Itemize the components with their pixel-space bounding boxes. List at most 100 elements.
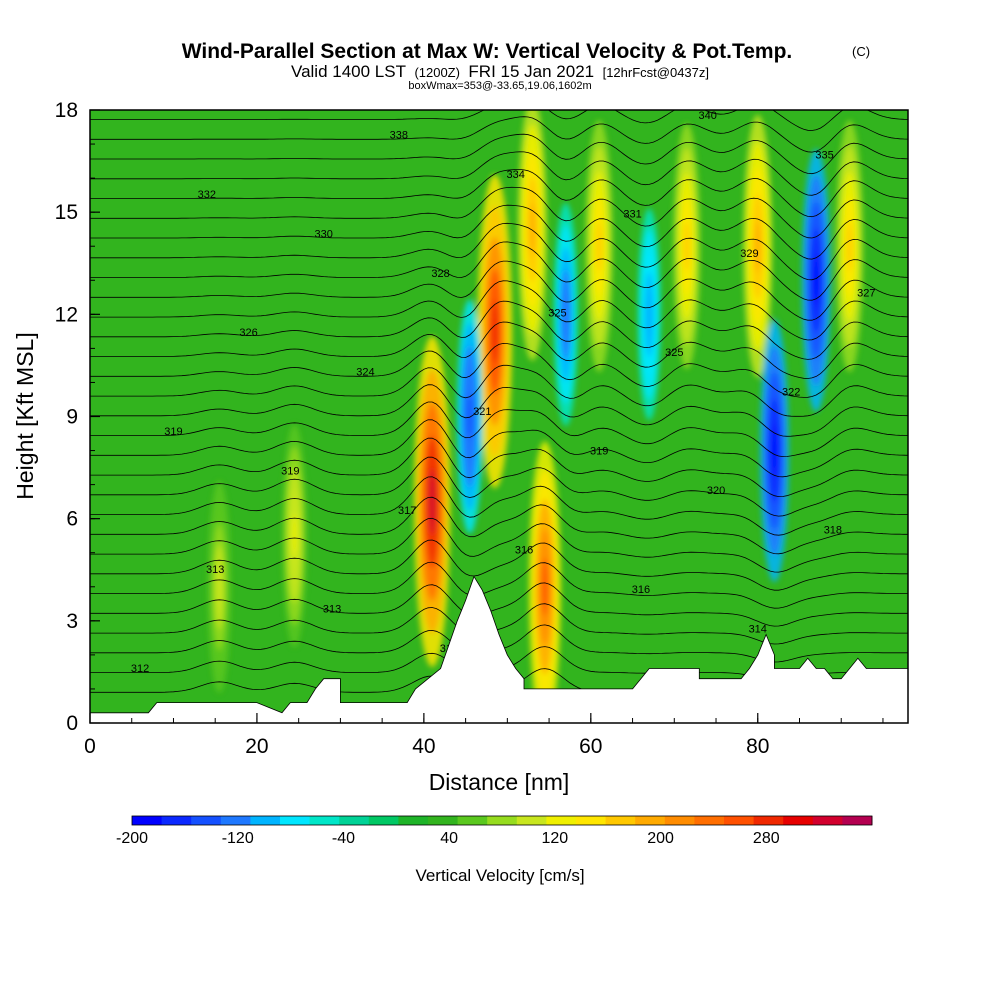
colorbar-tick-label: 40 <box>440 830 458 847</box>
isentrope-labels: 3123123143133163133163183173203193193193… <box>131 110 876 675</box>
isentrope-line <box>90 280 908 341</box>
colorbar-swatch <box>783 816 814 825</box>
colorbar-swatch <box>457 816 488 825</box>
y-tick-label: 15 <box>55 201 78 224</box>
colorbar-swatch <box>812 816 843 825</box>
updraft-cell-6 <box>754 219 761 273</box>
updraft-cell-5 <box>684 221 690 271</box>
isentrope-line <box>90 169 908 218</box>
colorbar-frame <box>131 815 873 826</box>
isentrope-label: 316 <box>515 544 533 556</box>
isentrope-line <box>90 241 908 301</box>
colorbar-swatch <box>753 816 784 825</box>
isentrope-line <box>90 321 908 379</box>
colorbar-swatch <box>605 816 636 825</box>
x-tick-label: 80 <box>746 735 769 758</box>
downdraft-cell-10 <box>467 393 473 440</box>
isentrope-label: 321 <box>473 406 491 418</box>
isentrope-label: 332 <box>198 189 216 201</box>
colorbar-swatch <box>250 816 281 825</box>
isentrope-line <box>90 204 908 260</box>
colorbar-swatch <box>487 816 518 825</box>
isentrope-line <box>90 401 908 458</box>
isentrope-label: 338 <box>390 130 408 142</box>
x-axis-label: Distance [nm] <box>429 769 570 795</box>
isentrope-line <box>90 456 908 517</box>
isentrope-line <box>90 496 908 555</box>
colorbar-swatch <box>635 816 666 825</box>
colorbar-tick-label: -40 <box>332 830 355 847</box>
isentrope-label: 325 <box>665 347 683 359</box>
y-axis-label: Height [Kft MSL] <box>12 332 38 499</box>
x-tick-label: 60 <box>579 735 602 758</box>
colorbar-tick-label: 280 <box>753 830 780 847</box>
plot-area: 3123123143133163133163183173203193193193… <box>90 110 908 723</box>
updraft-cell-2 <box>541 557 549 616</box>
isentrope-line <box>90 300 908 360</box>
colorbar-ticks: -200 -120 -40 40 120 200 280 <box>116 830 780 847</box>
isentrope-line <box>90 222 908 281</box>
chart-title-mark: (C) <box>852 44 870 59</box>
downdraft-cell-11 <box>563 292 569 337</box>
y-tick-label: 9 <box>66 406 78 429</box>
subtitle-valid: Valid 1400 LST <box>291 62 406 81</box>
colorbar-swatch <box>516 816 547 825</box>
y-tick-label: 0 <box>66 712 78 735</box>
isentrope-line <box>90 133 908 175</box>
updraft-cell-8 <box>292 513 297 559</box>
isentrope-line <box>90 582 908 627</box>
isentrope-line <box>90 364 908 417</box>
updraft-cell-3 <box>529 202 536 256</box>
colorbar-swatch <box>842 816 873 825</box>
velocity-field <box>207 110 864 723</box>
colorbar-swatch <box>368 816 399 825</box>
isentrope-label: 319 <box>164 426 182 438</box>
isentrope-line <box>90 186 908 239</box>
isentrope-label: 324 <box>356 367 374 379</box>
isentrope-line <box>90 437 908 498</box>
colorbar-label: Vertical Velocity [cm/s] <box>415 866 584 885</box>
y-tick-label: 12 <box>55 303 78 326</box>
colorbar-swatch <box>428 816 459 825</box>
subtitle-utc: (1200Z) <box>414 65 460 80</box>
isentrope-label: 325 <box>548 307 566 319</box>
isentrope-label: 335 <box>815 149 833 161</box>
isentropes <box>90 110 908 699</box>
colorbar-swatch <box>576 816 607 825</box>
colorbar-tick-label: -200 <box>116 830 148 847</box>
y-tick-label: 6 <box>66 508 78 531</box>
isentrope-label: 320 <box>707 485 725 497</box>
terrain <box>90 575 908 723</box>
box-note: boxWmax=353@-33.65,19.06,1602m <box>408 80 591 92</box>
colorbar-swatch <box>280 816 311 825</box>
isentrope-label: 327 <box>857 288 875 300</box>
updraft-cell-9 <box>217 565 222 608</box>
isentrope-label: 340 <box>698 110 716 122</box>
downdraft-cell-13 <box>771 424 778 477</box>
chart-title: Wind-Parallel Section at Max W: Vertical… <box>182 40 793 63</box>
colorbar-swatch <box>220 816 251 825</box>
isentrope-line <box>90 384 908 437</box>
isentrope-line <box>90 561 908 609</box>
isentrope-line <box>90 342 908 398</box>
colorbar-tick-label: 120 <box>542 830 569 847</box>
colorbar-swatch <box>546 816 577 825</box>
subtitle-date: FRI 15 Jan 2021 <box>468 62 594 81</box>
isentrope-line <box>90 419 908 478</box>
colorbar-swatch <box>309 816 340 825</box>
isentrope-line <box>90 260 908 321</box>
isentrope-label: 314 <box>749 623 767 635</box>
isentrope-label: 317 <box>398 505 416 517</box>
isentrope-label: 328 <box>431 268 449 280</box>
isentrope-label: 329 <box>740 248 758 260</box>
isentrope-label: 319 <box>281 465 299 477</box>
x-tick-label: 20 <box>245 735 268 758</box>
isentrope-label: 312 <box>131 663 149 675</box>
isentrope-line <box>90 539 908 591</box>
colorbar-swatch <box>398 816 429 825</box>
downdraft-cell-14 <box>813 253 820 307</box>
updraft-cell-0 <box>428 468 436 535</box>
isentrope-label: 334 <box>507 169 525 181</box>
isentrope-line <box>90 116 908 153</box>
